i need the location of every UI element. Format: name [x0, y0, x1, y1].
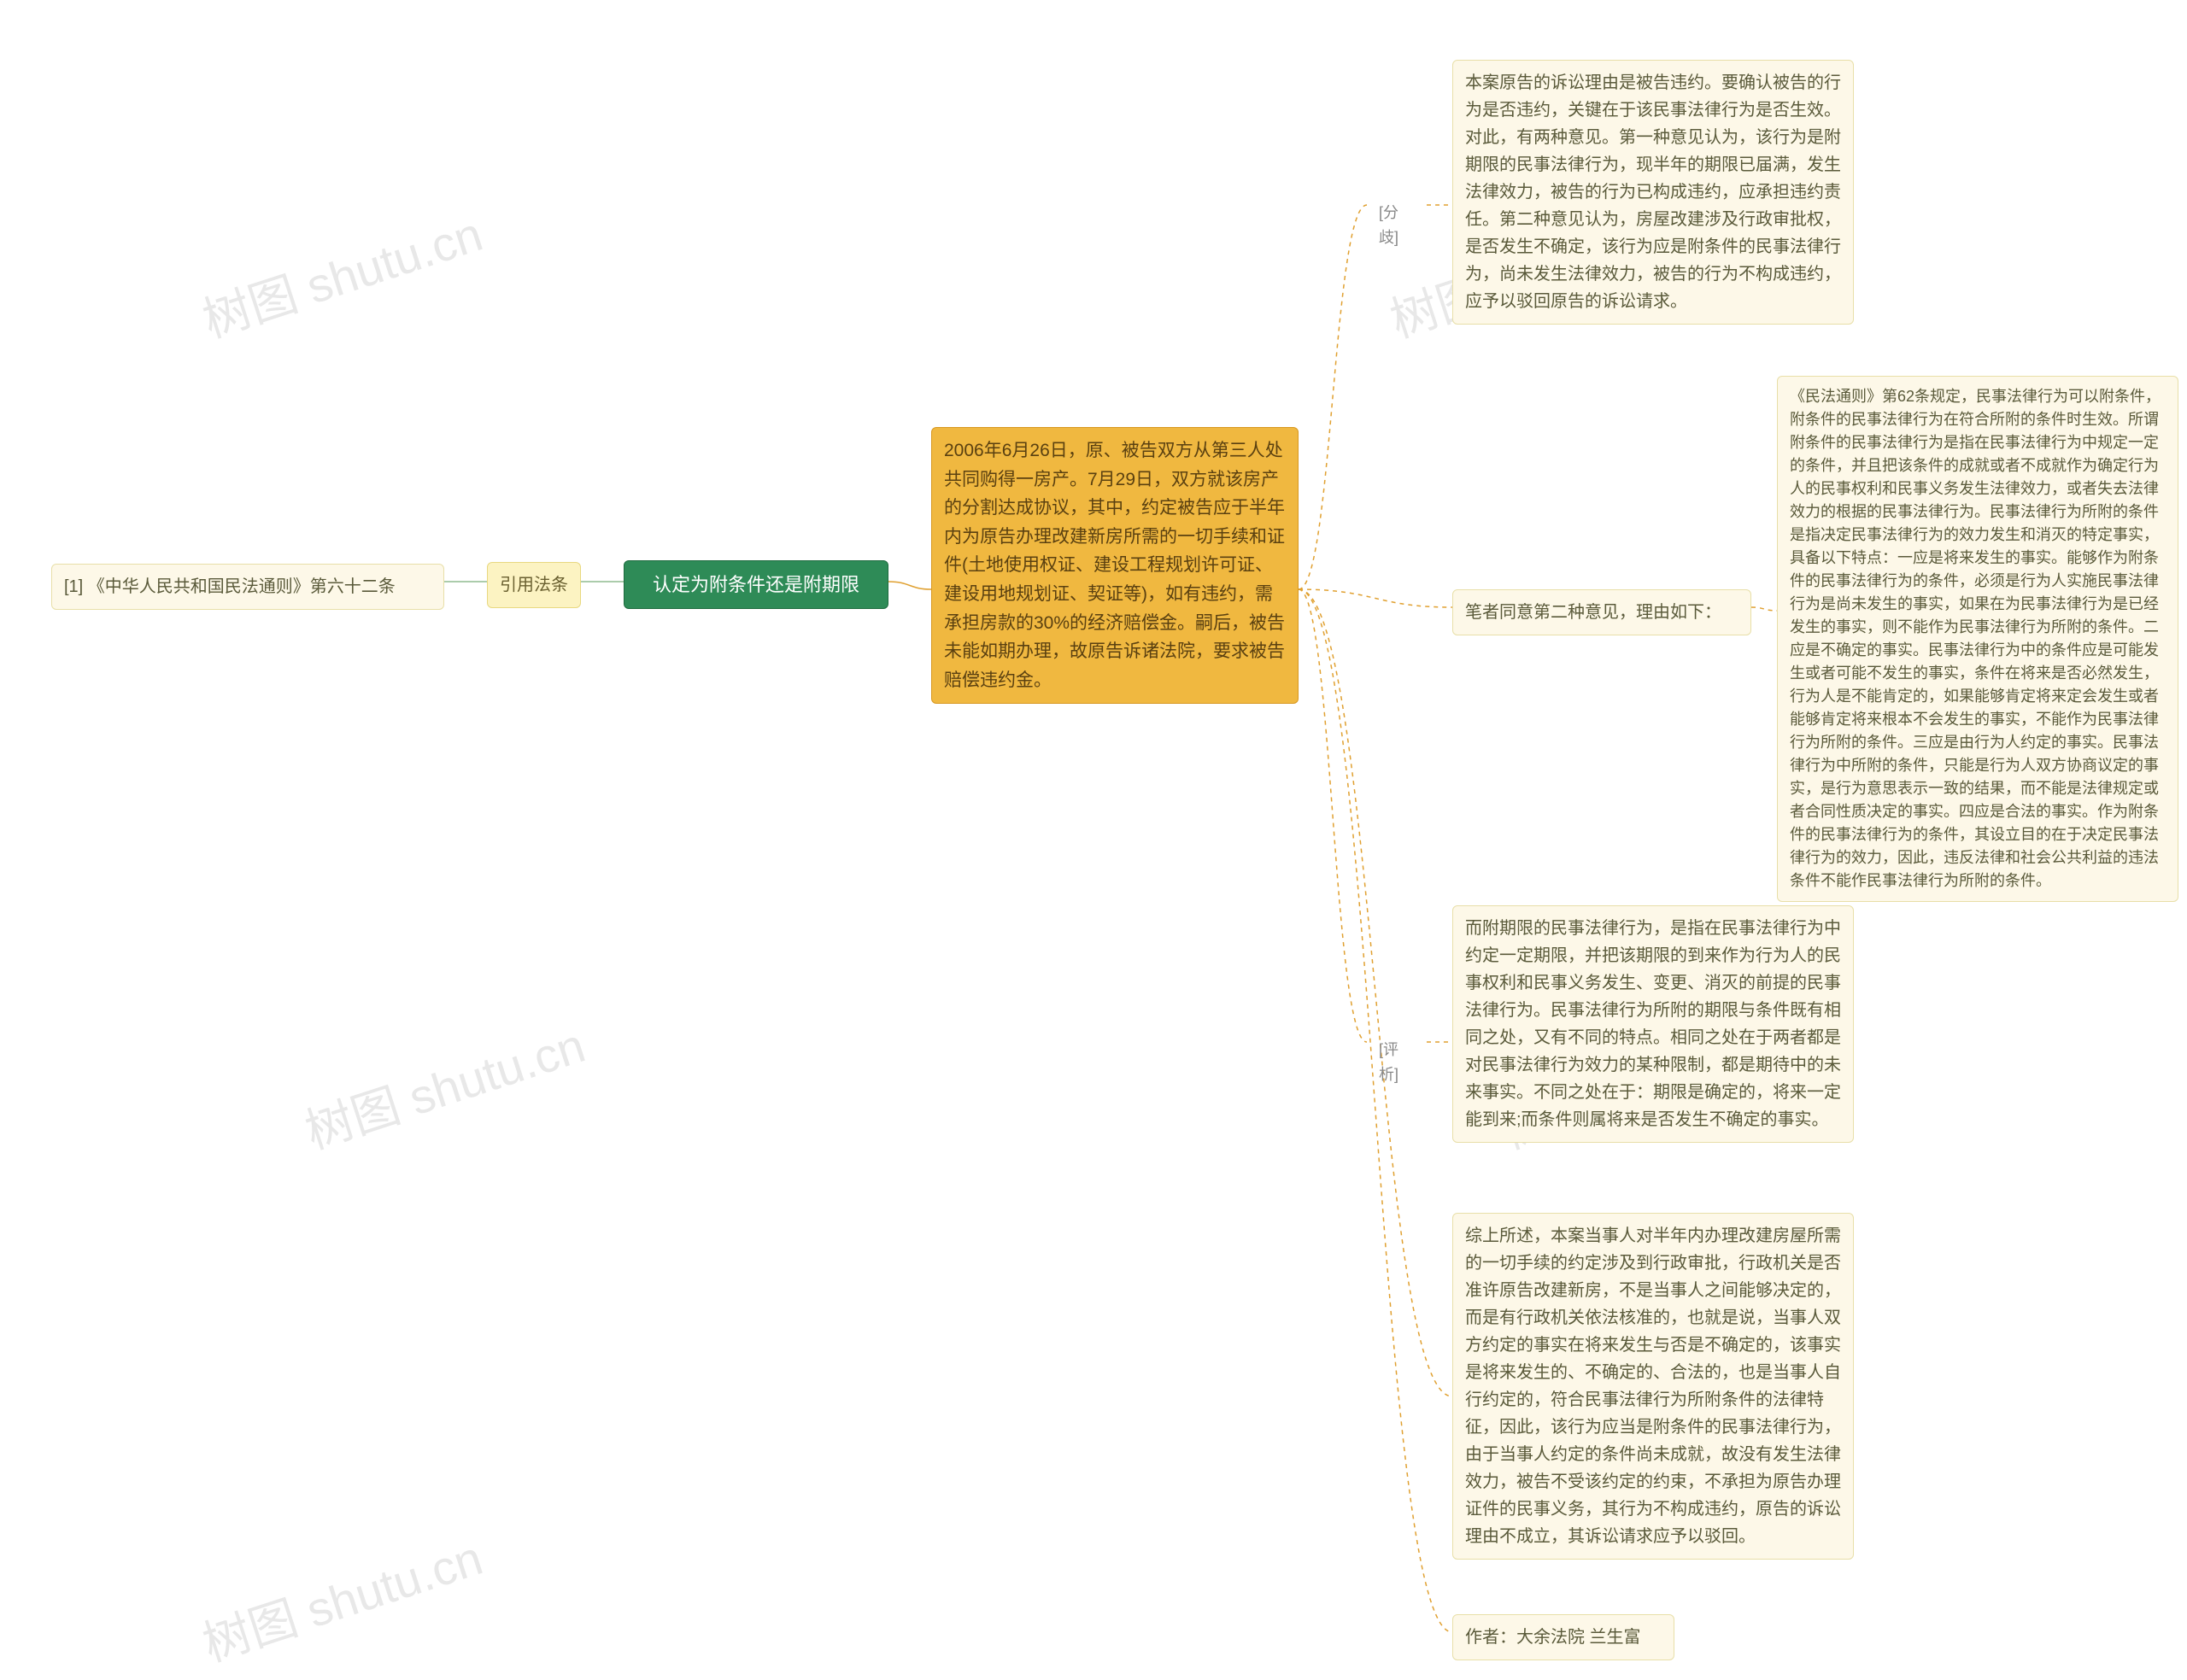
- root-node[interactable]: 认定为附条件还是附期限: [624, 560, 888, 609]
- agree-intro-text: 笔者同意第二种意见，理由如下：: [1465, 603, 1721, 622]
- watermark: 树图 shutu.cn: [193, 196, 490, 352]
- comment2-node[interactable]: 综上所述，本案当事人对半年内办理改建房屋所需的一切手续的约定涉及到行政审批，行政…: [1452, 1213, 1854, 1560]
- agree-body-text: 《民法通则》第62条规定，民事法律行为可以附条件，附条件的民事法律行为在符合所附…: [1790, 388, 2161, 889]
- dispute-node[interactable]: 本案原告的诉讼理由是被告违约。要确认被告的行为是否违约，关键在于该民事法律行为是…: [1452, 60, 1854, 325]
- reference-text: 引用法条: [500, 576, 568, 594]
- case-summary-text: 2006年6月26日，原、被告双方从第三人处共同购得一房产。7月29日，双方就该…: [944, 441, 1285, 690]
- comment2-text: 综上所述，本案当事人对半年内办理改建房屋所需的一切手续的约定涉及到行政审批，行政…: [1465, 1226, 1841, 1546]
- watermark: 树图 shutu.cn: [193, 1520, 490, 1676]
- reference-node[interactable]: 引用法条: [487, 562, 581, 608]
- author-text: 作者：大余法院 兰生富: [1465, 1628, 1641, 1647]
- comment1-node[interactable]: 而附期限的民事法律行为，是指在民事法律行为中约定一定期限，并把该期限的到来作为行…: [1452, 905, 1854, 1143]
- agree-body-node[interactable]: 《民法通则》第62条规定，民事法律行为可以附条件，附条件的民事法律行为在符合所附…: [1777, 376, 2178, 902]
- citation-node[interactable]: [1] 《中华人民共和国民法通则》第六十二条: [51, 564, 444, 610]
- agree-intro-node[interactable]: 笔者同意第二种意见，理由如下：: [1452, 589, 1751, 635]
- comment1-text: 而附期限的民事法律行为，是指在民事法律行为中约定一定期限，并把该期限的到来作为行…: [1465, 919, 1841, 1129]
- author-node[interactable]: 作者：大余法院 兰生富: [1452, 1614, 1674, 1660]
- citation-text: [1] 《中华人民共和国民法通则》第六十二条: [64, 577, 396, 596]
- comment-label: [评析]: [1367, 1029, 1427, 1096]
- dispute-label: [分歧]: [1367, 192, 1427, 259]
- watermark: 树图 shutu.cn: [296, 1008, 593, 1163]
- root-text: 认定为附条件还是附期限: [653, 574, 859, 595]
- case-summary-node[interactable]: 2006年6月26日，原、被告双方从第三人处共同购得一房产。7月29日，双方就该…: [931, 427, 1299, 704]
- dispute-text: 本案原告的诉讼理由是被告违约。要确认被告的行为是否违约，关键在于该民事法律行为是…: [1465, 73, 1841, 311]
